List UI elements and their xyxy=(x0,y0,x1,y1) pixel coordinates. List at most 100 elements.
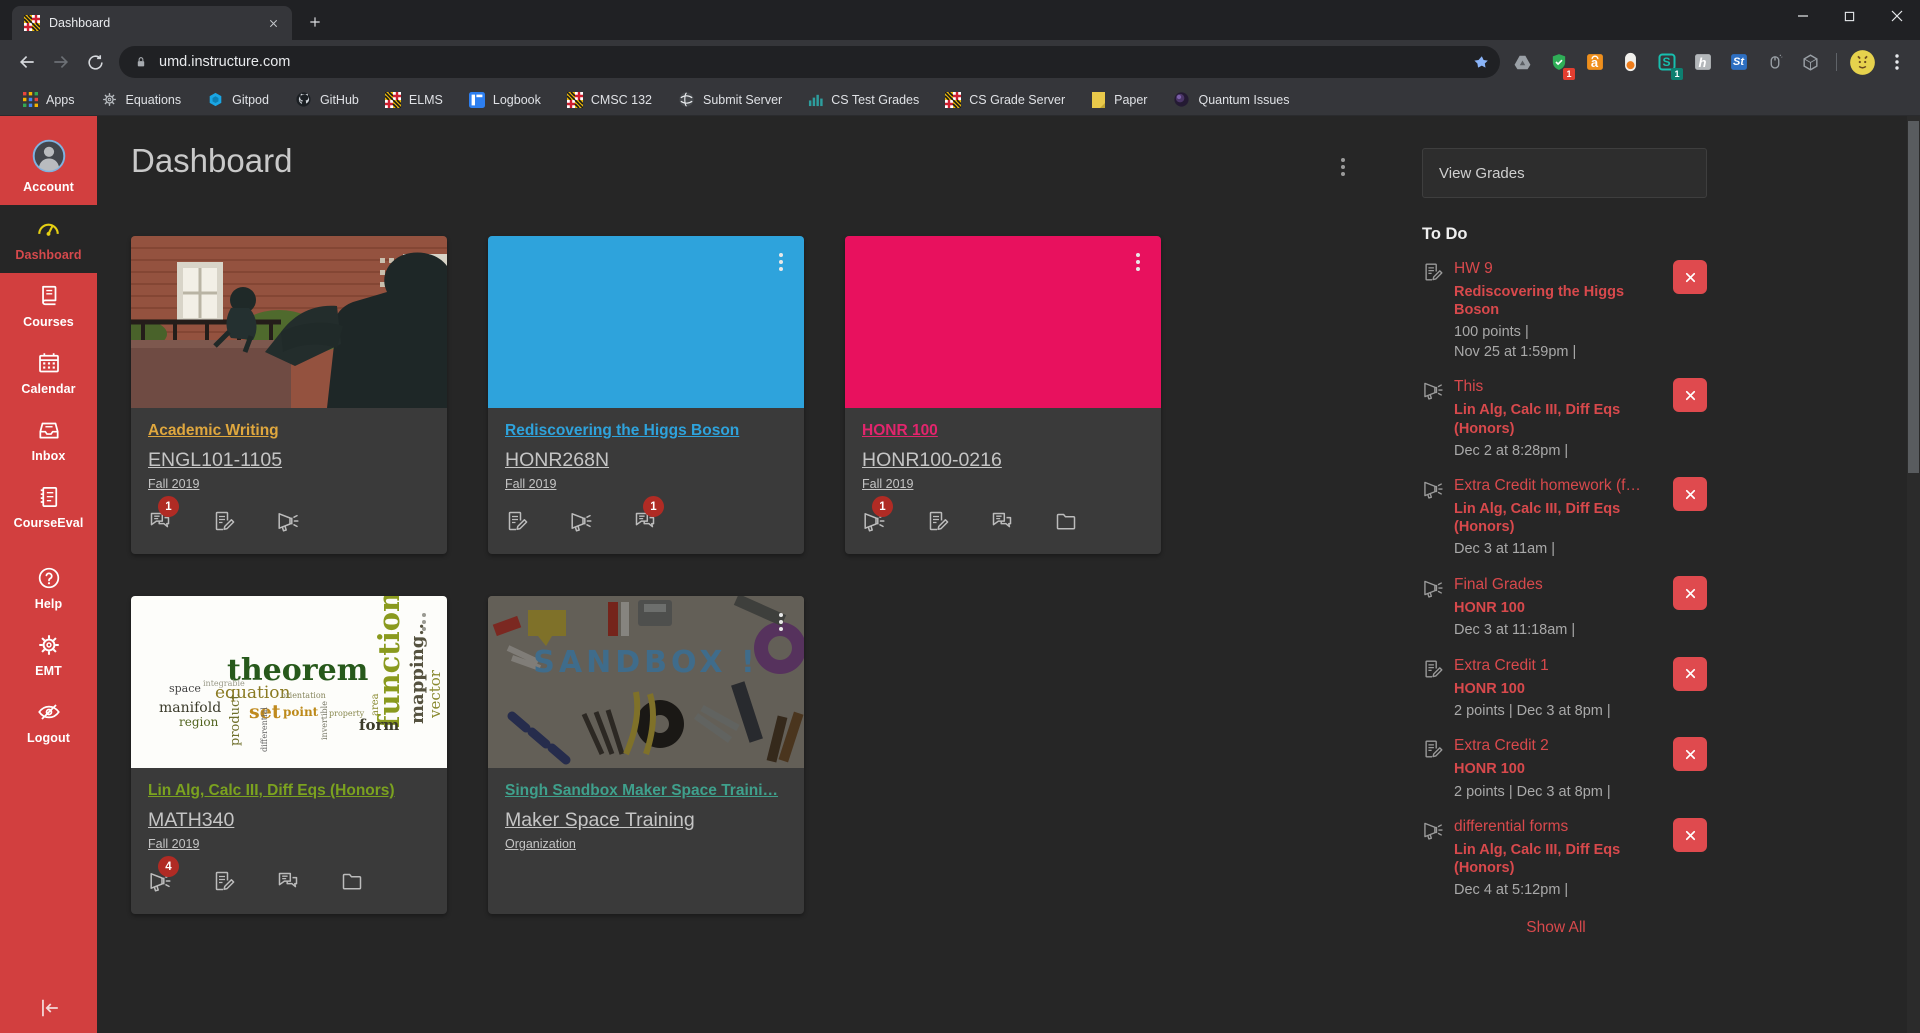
bookmark-gitpod[interactable]: Gitpod xyxy=(194,84,282,115)
announcements-icon[interactable] xyxy=(569,509,633,539)
address-bar[interactable]: umd.instructure.com xyxy=(119,46,1500,78)
dismiss-todo-button[interactable] xyxy=(1673,818,1707,853)
view-grades-button[interactable]: View Grades xyxy=(1422,148,1707,198)
toggle-icon[interactable] xyxy=(1615,47,1646,78)
hexagon-icon[interactable] xyxy=(1795,47,1826,78)
card-options-kebab-icon[interactable] xyxy=(774,608,788,642)
todo-item-link[interactable]: differential forms xyxy=(1454,818,1569,836)
todo-item-link[interactable]: This xyxy=(1454,378,1484,396)
course-card-title-link[interactable]: Academic Writing xyxy=(148,422,279,439)
files-icon[interactable] xyxy=(340,869,404,899)
dismiss-todo-button[interactable] xyxy=(1673,260,1707,294)
sidebar-item-courses[interactable]: Courses xyxy=(0,273,97,340)
course-card-term-link[interactable]: Fall 2019 xyxy=(148,477,200,491)
course-card-term-link[interactable]: Organization xyxy=(505,837,576,851)
course-card-code-link[interactable]: HONR268N xyxy=(505,449,610,471)
back-icon[interactable] xyxy=(10,45,44,79)
card-options-kebab-icon[interactable] xyxy=(774,248,788,282)
assignments-icon[interactable] xyxy=(505,509,569,539)
todo-item-link[interactable]: Extra Credit 1 xyxy=(1454,656,1549,674)
forward-icon[interactable] xyxy=(44,45,78,79)
course-card-term-link[interactable]: Fall 2019 xyxy=(862,477,914,491)
shield-check-icon[interactable]: 1 xyxy=(1543,47,1575,80)
sidebar-item-logout[interactable]: Logout xyxy=(0,689,97,756)
browser-menu-kebab-icon[interactable] xyxy=(1883,48,1911,76)
s-square-icon[interactable]: S 1 xyxy=(1651,47,1683,80)
bookmark-submit-server[interactable]: Submit Server xyxy=(665,84,795,115)
course-card-code-link[interactable]: MATH340 xyxy=(148,809,235,831)
course-card-image[interactable] xyxy=(131,236,447,408)
todo-item-link[interactable]: Final Grades xyxy=(1454,576,1543,593)
dismiss-todo-button[interactable] xyxy=(1673,378,1707,413)
dismiss-todo-button[interactable] xyxy=(1673,737,1707,772)
course-card-term-link[interactable]: Fall 2019 xyxy=(148,837,200,851)
course-card-title-link[interactable]: Singh Sandbox Maker Space Traini… xyxy=(505,782,779,799)
course-card-title-link[interactable]: Rediscovering the Higgs Boson xyxy=(505,422,740,439)
course-card-term-link[interactable]: Fall 2019 xyxy=(505,477,557,491)
assignments-icon[interactable] xyxy=(212,869,276,899)
announcements-icon[interactable]: 4 xyxy=(148,856,212,899)
sidebar-item-help[interactable]: Help xyxy=(0,555,97,622)
assignments-icon[interactable] xyxy=(926,509,990,539)
bookmark-paper[interactable]: Paper xyxy=(1078,84,1160,115)
card-options-kebab-icon[interactable] xyxy=(1131,248,1145,282)
discussions-icon[interactable] xyxy=(990,509,1054,539)
collapse-nav-icon[interactable] xyxy=(0,997,97,1019)
discussions-icon[interactable]: 1 xyxy=(148,496,212,539)
sidebar-item-courseeval[interactable]: CourseEval xyxy=(0,474,97,541)
window-close-button[interactable] xyxy=(1873,0,1920,32)
bookmark-apps[interactable]: Apps xyxy=(10,84,88,115)
new-tab-button[interactable] xyxy=(302,9,328,35)
course-card-code-link[interactable]: Maker Space Training xyxy=(505,809,695,831)
todo-item-link[interactable]: Extra Credit homework (fr… xyxy=(1454,477,1642,495)
sidebar-item-emt[interactable]: EMT xyxy=(0,622,97,689)
course-card-title-link[interactable]: Lin Alg, Calc III, Diff Eqs (Honors) xyxy=(148,782,395,799)
bookmark-quantum-issues[interactable]: Quantum Issues xyxy=(1160,84,1302,115)
course-card-code-link[interactable]: ENGL101-1105 xyxy=(148,449,283,471)
reload-icon[interactable] xyxy=(78,45,112,79)
bookmark-cs-grade-server[interactable]: CS Grade Server xyxy=(932,84,1078,115)
bookmark-cs-test-grades[interactable]: CS Test Grades xyxy=(795,84,932,115)
announcements-icon[interactable] xyxy=(276,509,340,539)
page-scrollbar[interactable] xyxy=(1907,116,1920,1033)
files-icon[interactable] xyxy=(1054,509,1118,539)
browser-tab[interactable]: Dashboard xyxy=(12,6,292,40)
dismiss-todo-button[interactable] xyxy=(1673,576,1707,610)
tab-close-icon[interactable] xyxy=(264,14,282,32)
window-minimize-button[interactable] xyxy=(1779,0,1826,32)
assignments-icon[interactable] xyxy=(212,509,276,539)
bookmark-cmsc-132[interactable]: CMSC 132 xyxy=(554,84,665,115)
window-maximize-button[interactable] xyxy=(1826,0,1873,32)
dashboard-options-kebab-icon[interactable] xyxy=(1333,150,1353,184)
course-card-image[interactable]: SANDBOX ! xyxy=(488,596,804,768)
honey-icon[interactable]: h xyxy=(1687,47,1718,78)
announcements-icon[interactable]: 1 xyxy=(862,496,926,539)
bookmark-equations[interactable]: Equations xyxy=(88,84,195,115)
mouse-icon[interactable] xyxy=(1759,47,1790,78)
dismiss-todo-button[interactable] xyxy=(1673,477,1707,512)
scrollbar-thumb[interactable] xyxy=(1908,121,1919,473)
profile-avatar-icon[interactable] xyxy=(1847,47,1878,78)
sidebar-item-calendar[interactable]: Calendar xyxy=(0,340,97,407)
bookmark-logbook[interactable]: Logbook xyxy=(456,84,554,115)
course-card-color-header[interactable] xyxy=(845,236,1161,408)
bookmark-star-icon[interactable] xyxy=(1468,49,1494,75)
course-card-title-link[interactable]: HONR 100 xyxy=(862,422,938,439)
dismiss-todo-button[interactable] xyxy=(1673,656,1707,691)
sidebar-item-account[interactable]: Account xyxy=(0,128,97,205)
drive-icon[interactable] xyxy=(1507,47,1538,78)
course-card-color-header[interactable] xyxy=(488,236,804,408)
streak-icon[interactable]: St xyxy=(1723,47,1754,78)
course-card-code-link[interactable]: HONR100-0216 xyxy=(862,449,1002,471)
discussions-icon[interactable] xyxy=(276,869,340,899)
show-all-link[interactable]: Show All xyxy=(1526,918,1586,936)
amazon-icon[interactable]: a xyxy=(1579,47,1610,78)
bookmark-elms[interactable]: ELMS xyxy=(372,84,456,115)
sidebar-item-dashboard[interactable]: Dashboard xyxy=(0,205,97,273)
discussions-icon[interactable]: 1 xyxy=(633,496,697,539)
card-options-kebab-icon[interactable] xyxy=(417,608,431,642)
course-card-image[interactable]: theorem function mapping.. vector equati… xyxy=(131,596,447,768)
sidebar-item-inbox[interactable]: Inbox xyxy=(0,407,97,474)
todo-item-link[interactable]: HW 9 xyxy=(1454,260,1493,277)
bookmark-github[interactable]: GitHub xyxy=(282,84,372,115)
